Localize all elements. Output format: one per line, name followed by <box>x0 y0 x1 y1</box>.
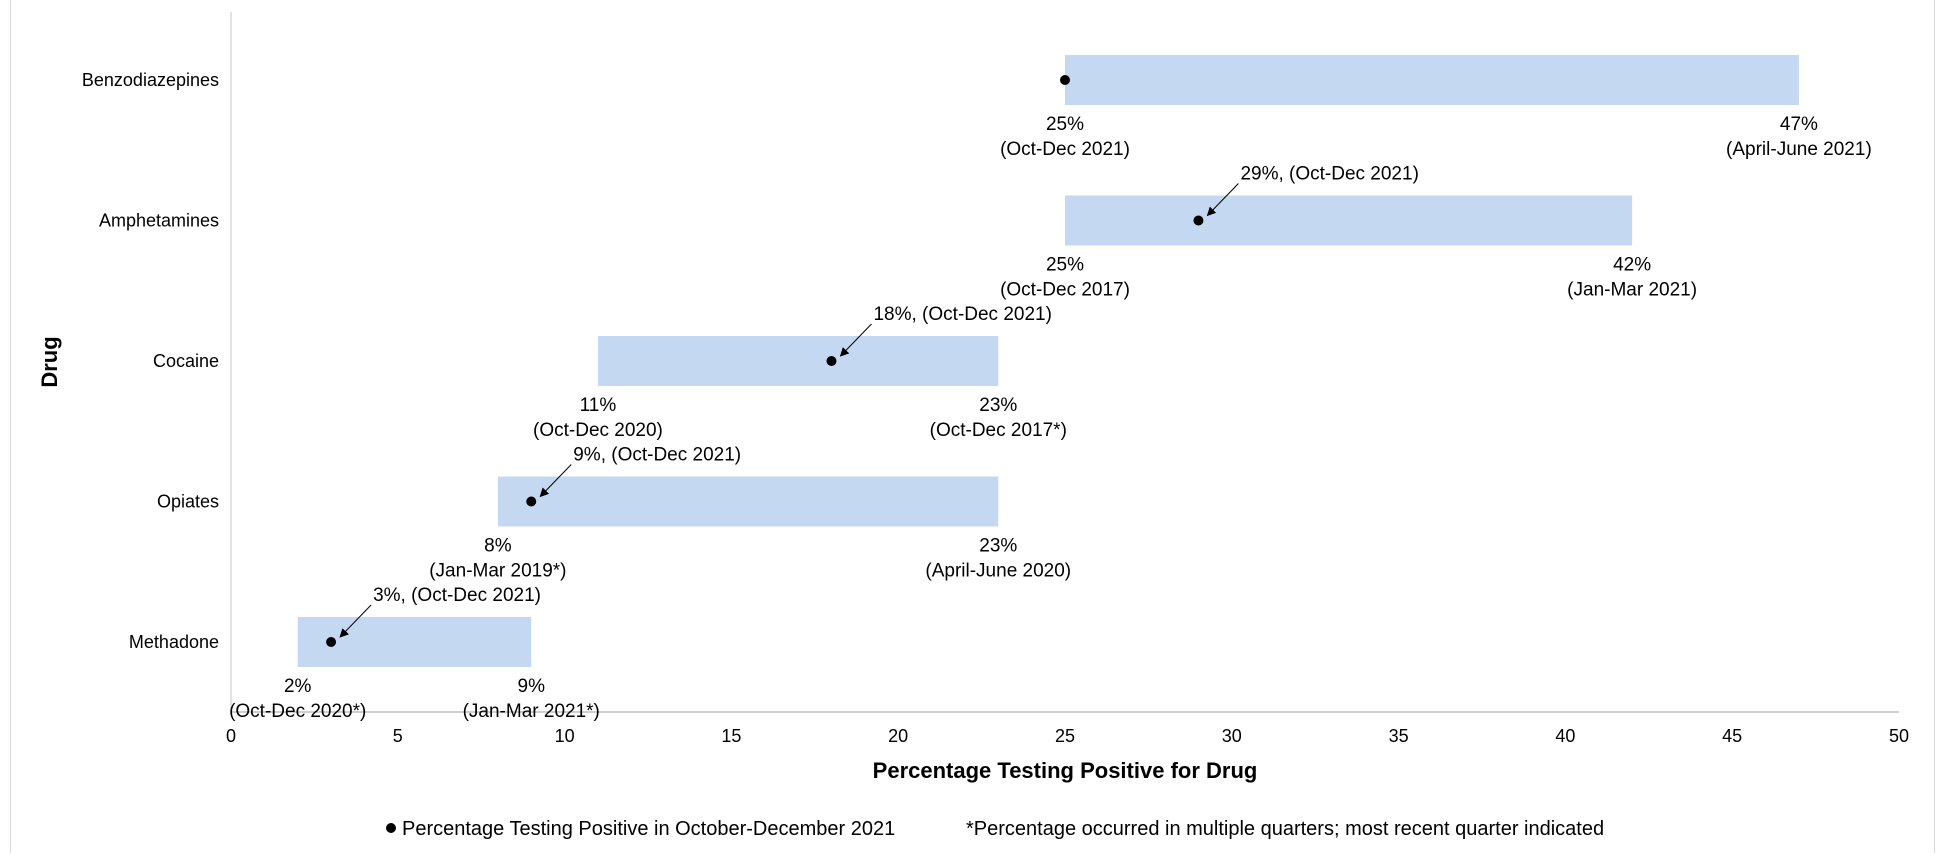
category-label: Opiates <box>157 492 219 512</box>
legend-marker-label: Percentage Testing Positive in October-D… <box>402 818 895 840</box>
x-tick-label: 25 <box>1055 726 1075 746</box>
current-value-annotation: 3%, (Oct-Dec 2021) <box>373 585 541 606</box>
range-low-period: (Oct-Dec 2020*) <box>229 701 366 722</box>
annotation-arrow <box>1206 183 1239 217</box>
x-tick-label: 50 <box>1889 726 1909 746</box>
range-low-label: 25% <box>1046 255 1084 276</box>
range-high-label: 42% <box>1613 255 1651 276</box>
range-bar <box>1065 195 1633 246</box>
annotation-arrow <box>539 464 572 498</box>
y-axis-title: Drug <box>37 336 62 387</box>
range-low-period: (Oct-Dec 2017) <box>1000 280 1130 301</box>
range-high-label: 9% <box>518 676 546 697</box>
range-low-period: (Oct-Dec 2021) <box>1000 139 1130 160</box>
x-tick-label: 20 <box>888 726 908 746</box>
x-tick-label: 0 <box>226 726 236 746</box>
current-value-point <box>326 637 337 647</box>
current-value-point <box>1193 215 1204 226</box>
category-label: Amphetamines <box>99 211 219 231</box>
current-value-point <box>826 356 837 366</box>
category-label: Methadone <box>129 632 219 652</box>
x-tick-label: 35 <box>1389 726 1409 746</box>
x-tick-label: 45 <box>1722 726 1742 746</box>
current-value-annotation: 9%, (Oct-Dec 2021) <box>573 445 741 466</box>
category-label: Benzodiazepines <box>82 70 219 90</box>
legend-marker-icon <box>386 823 396 833</box>
range-low-label: 11% <box>580 395 617 416</box>
range-high-period: (Jan-Mar 2021) <box>1567 280 1697 301</box>
x-tick-label: 10 <box>555 726 575 746</box>
range-bar <box>497 476 999 527</box>
range-high-label: 23% <box>979 536 1017 557</box>
range-low-label: 25% <box>1046 114 1084 135</box>
range-high-period: (Oct-Dec 2017*) <box>930 420 1067 441</box>
current-value-annotation: 18%, (Oct-Dec 2021) <box>873 304 1051 325</box>
range-low-period: (Oct-Dec 2020) <box>533 420 663 441</box>
legend-note: *Percentage occurred in multiple quarter… <box>966 818 1604 840</box>
range-low-period: (Jan-Mar 2019*) <box>429 561 566 582</box>
x-tick-label: 30 <box>1222 726 1242 746</box>
x-tick-label: 40 <box>1555 726 1575 746</box>
range-high-label: 47% <box>1780 114 1818 135</box>
range-high-label: 23% <box>979 395 1017 416</box>
chart-frame <box>10 0 1935 853</box>
category-label: Cocaine <box>153 351 219 371</box>
range-high-period: (April-June 2020) <box>925 561 1071 582</box>
range-high-period: (April-June 2021) <box>1726 139 1872 160</box>
x-tick-label: 15 <box>721 726 741 746</box>
x-tick-label: 5 <box>393 726 403 746</box>
current-value-point <box>526 496 537 507</box>
current-value-point <box>1060 75 1070 85</box>
annotation-arrow <box>339 604 372 638</box>
range-low-label: 8% <box>484 536 512 557</box>
range-bar <box>297 617 532 667</box>
annotation-arrow <box>839 323 872 357</box>
range-bar <box>597 336 999 386</box>
range-low-label: 2% <box>284 676 312 697</box>
x-axis-title: Percentage Testing Positive for Drug <box>873 758 1258 783</box>
current-value-annotation: 29%, (Oct-Dec 2021) <box>1240 164 1418 185</box>
range-bar <box>1065 55 1799 105</box>
range-high-period: (Jan-Mar 2021*) <box>463 701 600 722</box>
